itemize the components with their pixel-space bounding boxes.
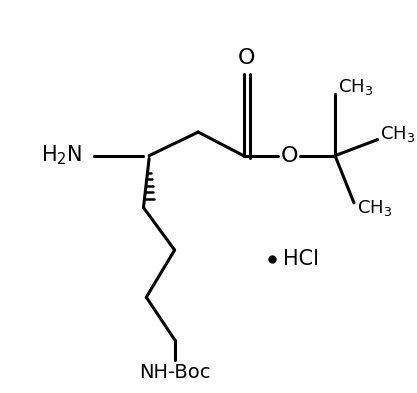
Text: HCl: HCl <box>283 250 319 270</box>
Text: O: O <box>238 48 255 68</box>
Text: CH$_3$: CH$_3$ <box>338 77 373 97</box>
Text: CH$_3$: CH$_3$ <box>380 124 416 144</box>
Text: O: O <box>281 146 299 166</box>
Text: NH-Boc: NH-Boc <box>139 363 210 382</box>
Text: H$_2$N: H$_2$N <box>41 144 82 167</box>
Text: CH$_3$: CH$_3$ <box>357 198 392 218</box>
